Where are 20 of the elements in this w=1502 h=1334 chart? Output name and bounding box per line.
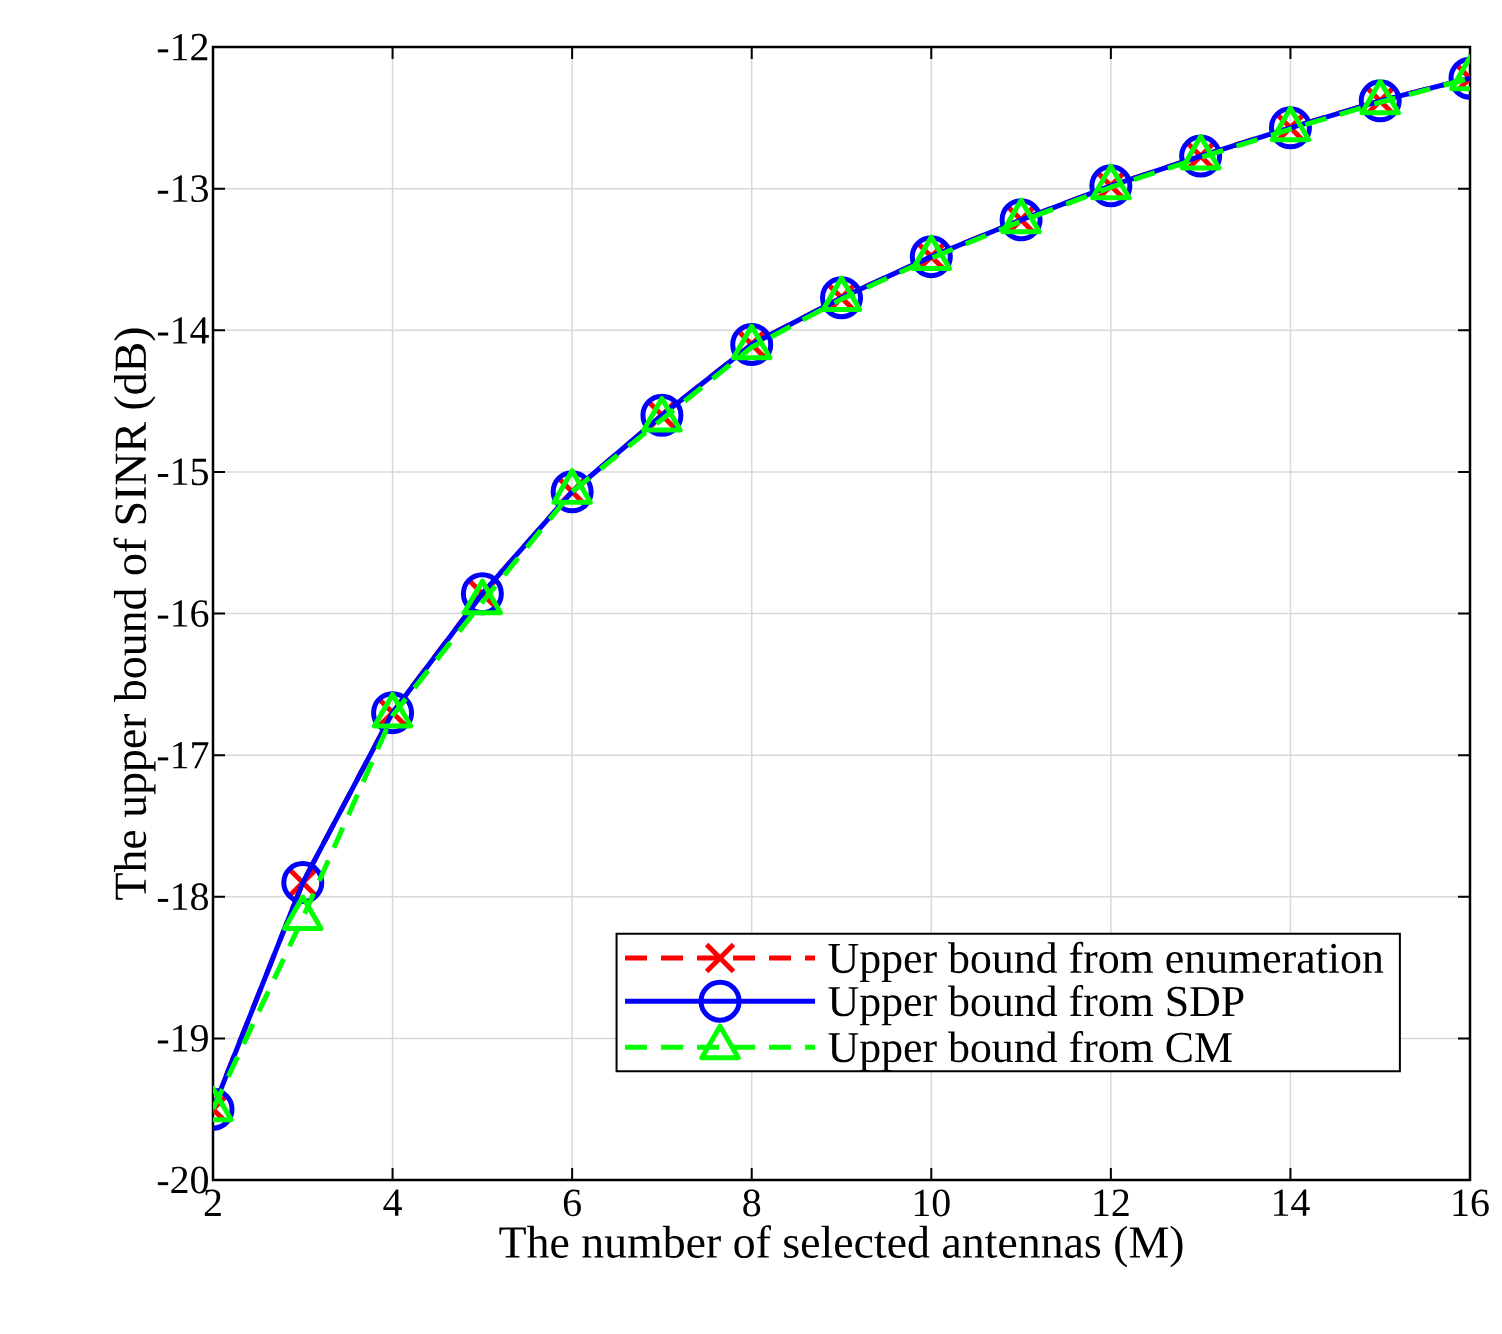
legend-label: Upper bound from enumeration	[828, 941, 1384, 983]
y-tick-label: -16	[157, 600, 209, 627]
x-tick-label: 10	[914, 1189, 950, 1217]
x-tick-label: 8	[743, 1189, 761, 1217]
x-tick-label: 4	[383, 1189, 402, 1216]
x-tick-label: 16	[1453, 1189, 1489, 1217]
legend-label: Upper bound from SDP	[828, 985, 1244, 1026]
x-tick-label: 12	[1094, 1189, 1129, 1216]
x-axis-title: The number of selected antennas (M)	[499, 1225, 1183, 1268]
y-tick-label: -15	[157, 458, 208, 486]
y-tick-label: -17	[157, 742, 209, 769]
y-tick-label: -13	[157, 175, 208, 203]
x-tick-label: 6	[563, 1189, 581, 1217]
y-axis-title: The upper bound of SINR (dB)	[113, 328, 156, 900]
y-tick-label: -14	[157, 317, 209, 344]
y-tick-label: -19	[157, 1025, 208, 1052]
legend-label: Upper bound from CM	[828, 1031, 1232, 1072]
y-tick-label: -18	[157, 883, 208, 911]
y-tick-label: -12	[157, 33, 208, 61]
x-tick-label: 14	[1274, 1189, 1310, 1216]
